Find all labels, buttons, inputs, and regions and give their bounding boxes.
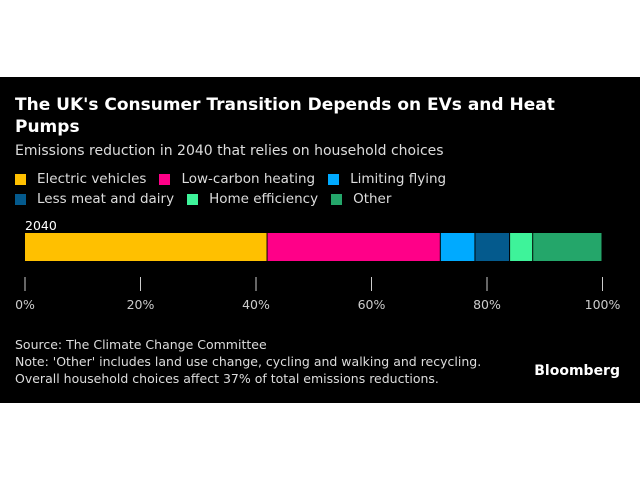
bar-segment: [267, 233, 440, 261]
bar-segment: [440, 233, 475, 261]
footnotes: Source: The Climate Change Committee Not…: [15, 336, 481, 387]
chart-panel: The UK's Consumer Transition Depends on …: [0, 77, 640, 403]
legend-swatch: [328, 173, 340, 185]
legend-label: Less meat and dairy: [37, 191, 175, 207]
bar-segment: [510, 233, 533, 261]
x-tick-label: 40%: [242, 297, 270, 312]
legend-item: Less meat and dairy: [15, 191, 174, 207]
legend-label: Other: [353, 191, 392, 207]
legend-label: Electric vehicles: [37, 171, 147, 187]
chart-subtitle: Emissions reduction in 2040 that relies …: [15, 143, 444, 159]
legend: Electric vehicles Low-carbon heating Limit…: [15, 169, 615, 209]
bar-chart: 2040 0% 20% 40% 60% 80% 100%: [15, 218, 621, 312]
x-tick-label: 0%: [15, 297, 35, 312]
category-label: 2040: [25, 218, 57, 233]
legend-item: Other: [331, 191, 391, 207]
legend-item: Electric vehicles: [15, 171, 146, 187]
legend-swatch: [187, 193, 199, 205]
legend-swatch: [15, 173, 26, 185]
legend-label: Limiting flying: [350, 171, 447, 187]
legend-swatch: [159, 173, 171, 185]
source-text: Source: The Climate Change Committee: [15, 337, 267, 352]
bloomberg-logo: Bloomberg: [534, 363, 620, 379]
x-tick-label: 20%: [127, 297, 155, 312]
legend-item: Home efficiency: [187, 191, 318, 207]
legend-swatch: [15, 193, 26, 205]
chart-title: The UK's Consumer Transition Depends on …: [15, 95, 555, 137]
bar-segment: [533, 233, 602, 261]
legend-item: Low-carbon heating: [159, 171, 315, 187]
x-tick-label: 100%: [585, 297, 621, 312]
x-tick-label: 60%: [358, 297, 386, 312]
bar-segment: [475, 233, 510, 261]
x-tick-label: 80%: [473, 297, 501, 312]
legend-swatch: [331, 193, 343, 205]
legend-label: Low-carbon heating: [181, 171, 316, 187]
legend-label: Home efficiency: [209, 191, 319, 207]
legend-item: Limiting flying: [328, 171, 446, 187]
note-text: Note: 'Other' includes land use change, …: [15, 354, 482, 369]
bar-segment: [25, 233, 267, 261]
note-text-2: Overall household choices affect 37% of …: [15, 371, 439, 386]
